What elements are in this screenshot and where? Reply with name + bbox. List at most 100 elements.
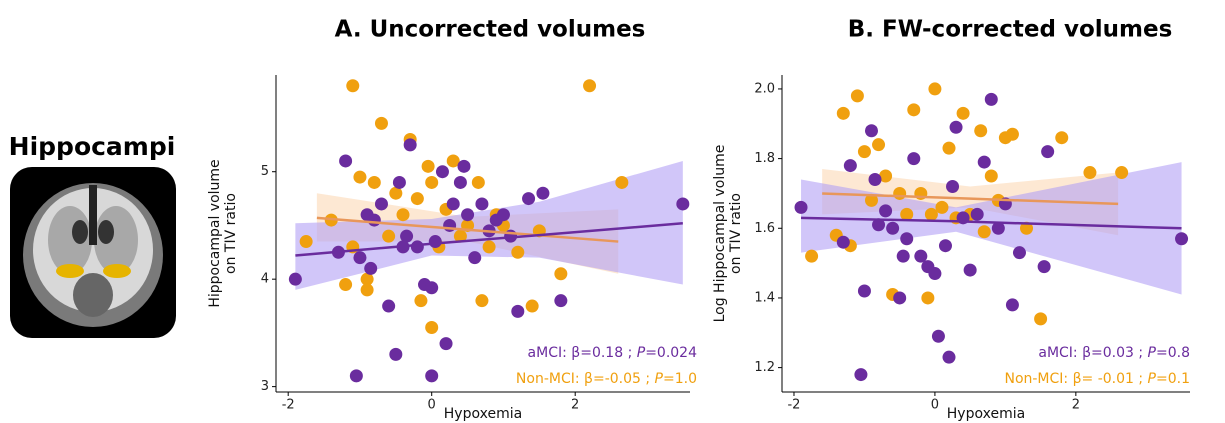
chart-title: A. Uncorrected volumes bbox=[335, 17, 646, 43]
annotation: Non-MCI: β= -0.01 ; P=0.1 bbox=[1004, 371, 1190, 387]
point bbox=[805, 249, 819, 263]
point bbox=[956, 106, 970, 120]
point bbox=[360, 272, 374, 286]
annotation-part: =1.0 bbox=[663, 371, 697, 387]
y-tick-label: 2.0 bbox=[754, 81, 775, 96]
fit-line bbox=[295, 222, 683, 257]
confidence-band bbox=[801, 162, 1182, 295]
point bbox=[974, 124, 988, 138]
x-tick-label: 0 bbox=[428, 398, 436, 413]
point bbox=[525, 299, 539, 313]
point bbox=[850, 89, 864, 103]
annotation-part: =0.1 bbox=[1156, 371, 1190, 387]
point bbox=[360, 283, 374, 297]
point bbox=[928, 82, 942, 96]
point bbox=[475, 294, 489, 308]
point bbox=[872, 138, 886, 152]
point bbox=[421, 159, 435, 173]
x-tick-label: 2 bbox=[571, 398, 579, 413]
point bbox=[425, 369, 439, 383]
annotation-part: P bbox=[655, 371, 664, 387]
x-axis-label: Hypoxemia bbox=[444, 406, 522, 422]
point bbox=[389, 347, 403, 361]
point bbox=[857, 284, 871, 298]
point bbox=[928, 267, 942, 281]
point bbox=[924, 207, 938, 221]
point bbox=[935, 200, 949, 214]
point bbox=[475, 197, 489, 211]
point bbox=[949, 120, 963, 134]
annotation: aMCI: β=0.03 ; P=0.8 bbox=[1038, 345, 1190, 361]
point bbox=[482, 240, 496, 254]
point bbox=[854, 368, 868, 382]
point bbox=[946, 179, 960, 193]
x-axis-label: Hypoxemia bbox=[947, 406, 1025, 422]
point bbox=[453, 229, 467, 243]
point bbox=[879, 204, 893, 218]
annotation-part: P bbox=[1148, 371, 1157, 387]
point bbox=[921, 291, 935, 305]
panel-label: Hippocampi bbox=[9, 132, 176, 161]
point bbox=[349, 369, 363, 383]
point bbox=[900, 207, 914, 221]
annotation-part: =0.8 bbox=[1156, 345, 1190, 361]
point bbox=[970, 207, 984, 221]
point bbox=[942, 350, 956, 364]
point bbox=[410, 240, 424, 254]
point bbox=[896, 249, 910, 263]
x-tick-label: 2 bbox=[1072, 398, 1080, 413]
y-tick-label: 1.6 bbox=[754, 221, 775, 236]
point bbox=[374, 197, 388, 211]
point bbox=[496, 208, 510, 222]
point bbox=[1115, 166, 1129, 180]
point bbox=[794, 200, 808, 214]
y-tick-label: 3 bbox=[261, 379, 269, 394]
point bbox=[931, 329, 945, 343]
point bbox=[857, 145, 871, 159]
point bbox=[400, 229, 414, 243]
point bbox=[522, 192, 536, 206]
fit-line bbox=[822, 192, 1119, 206]
point bbox=[991, 221, 1005, 235]
y-axis-label: on TIV ratio bbox=[223, 193, 239, 274]
point bbox=[1005, 127, 1019, 141]
point bbox=[367, 175, 381, 189]
point bbox=[367, 213, 381, 227]
point bbox=[446, 197, 460, 211]
y-tick-label: 1.2 bbox=[754, 360, 775, 375]
point bbox=[389, 186, 403, 200]
annotation-part: Non-MCI: β=-0.05 ; bbox=[516, 371, 655, 387]
point bbox=[1041, 145, 1055, 159]
point bbox=[457, 159, 471, 173]
point bbox=[511, 304, 525, 318]
point bbox=[536, 186, 550, 200]
point bbox=[907, 152, 921, 166]
point bbox=[963, 263, 977, 277]
point bbox=[977, 225, 991, 239]
point bbox=[893, 291, 907, 305]
point bbox=[353, 170, 367, 184]
point bbox=[403, 138, 417, 152]
annotation: aMCI: β=0.18 ; P=0.024 bbox=[528, 345, 698, 361]
point bbox=[864, 124, 878, 138]
y-axis-label: Log Hippocampal volume bbox=[712, 145, 728, 323]
point bbox=[872, 218, 886, 232]
point bbox=[396, 208, 410, 222]
point bbox=[425, 175, 439, 189]
point bbox=[554, 294, 568, 308]
point bbox=[864, 193, 878, 207]
point bbox=[299, 235, 313, 249]
point bbox=[1175, 232, 1189, 246]
chart-title: B. FW-corrected volumes bbox=[848, 17, 1173, 43]
annotation-part: aMCI: β=0.18 ; bbox=[528, 345, 637, 361]
point bbox=[382, 299, 396, 313]
point bbox=[392, 175, 406, 189]
point bbox=[288, 272, 302, 286]
annotation-part: aMCI: β=0.03 ; bbox=[1038, 345, 1147, 361]
point bbox=[836, 106, 850, 120]
point bbox=[468, 251, 482, 265]
x-tick-label: -2 bbox=[787, 398, 800, 413]
point bbox=[676, 197, 690, 211]
point bbox=[382, 229, 396, 243]
